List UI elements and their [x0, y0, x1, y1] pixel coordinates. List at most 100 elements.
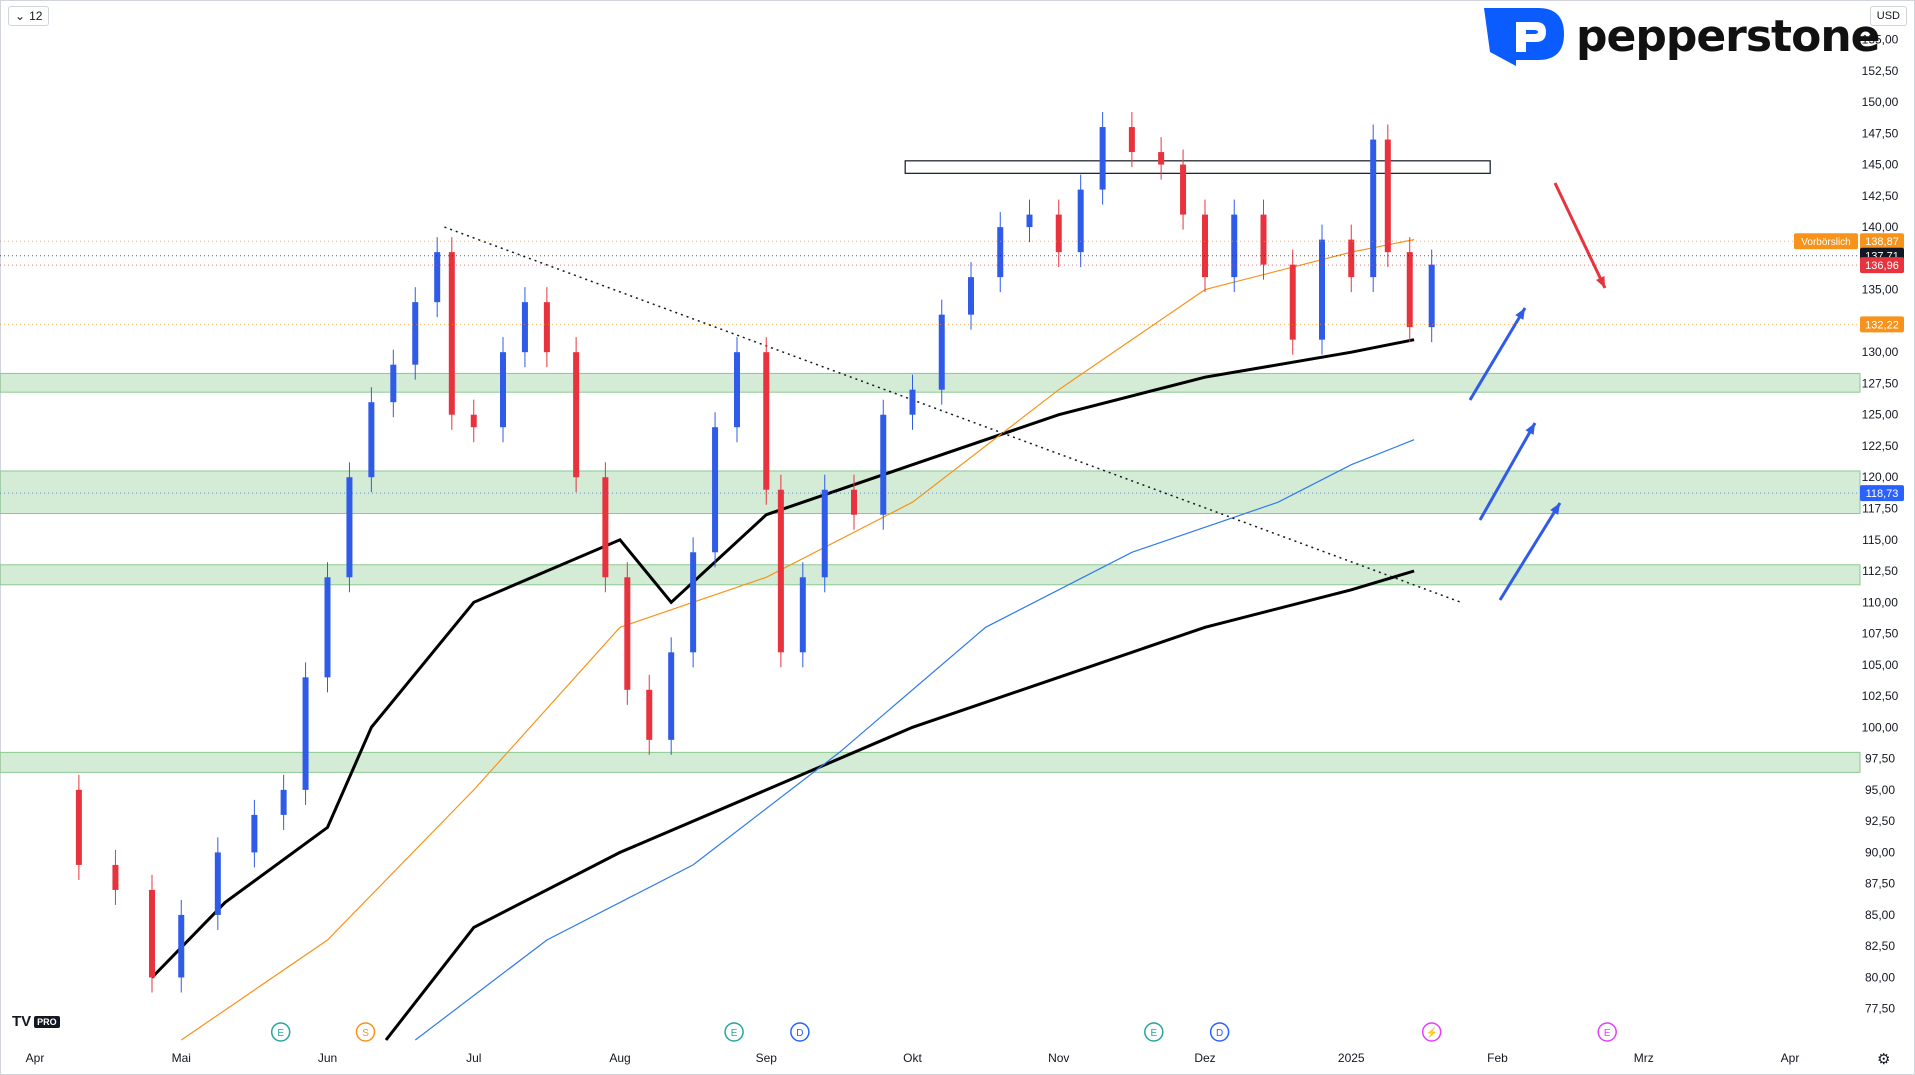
candle-body-34 [909, 389, 916, 415]
candle-body-52 [1384, 139, 1391, 253]
resistance-box [904, 160, 1491, 174]
candle-body-37 [997, 227, 1004, 278]
y-tick-label: 107,50 [1862, 627, 1899, 641]
y-tick-label: 85,00 [1865, 908, 1895, 922]
candle-body-30 [799, 577, 806, 653]
y-tick-label: 140,00 [1862, 220, 1899, 234]
event-marker-2 [724, 1022, 744, 1042]
moving-average-3 [180, 239, 1415, 1041]
candle-body-22 [624, 577, 631, 690]
candle-body-53 [1406, 252, 1413, 328]
event-marker-3 [790, 1022, 810, 1042]
candle-body-13 [412, 302, 419, 365]
candle-body-12 [390, 364, 397, 403]
candle-body-25 [690, 552, 697, 653]
y-tick-label: 97,50 [1865, 752, 1895, 766]
y-tick-label: 155,00 [1862, 33, 1899, 47]
candle-body-45 [1202, 214, 1208, 278]
candle-body-14 [434, 252, 441, 303]
y-tick-label: 152,50 [1862, 64, 1899, 78]
candle-body-46 [1231, 214, 1238, 278]
y-tick-label: 115,00 [1862, 533, 1898, 547]
y-tick-label: 145,00 [1862, 158, 1899, 172]
candle-body-42 [1128, 127, 1135, 153]
candle-body-28 [763, 352, 770, 490]
event-marker-glyph-1: S [362, 1028, 369, 1039]
y-tick-label: 87,50 [1865, 877, 1895, 891]
arrow-down-red-head [1596, 276, 1605, 288]
event-marker-glyph-7: E [1604, 1028, 1611, 1039]
candle-body-41 [1099, 127, 1106, 190]
event-marker-glyph-6: ⚡ [1425, 1026, 1437, 1039]
candle-body-20 [573, 352, 580, 478]
candle-body-7 [280, 789, 287, 815]
candle-body-2 [112, 864, 119, 890]
y-tick-label: 112,50 [1862, 564, 1898, 578]
arrow-up-blue-1-head [1515, 308, 1525, 320]
x-tick-label: Mai [172, 1051, 191, 1065]
x-tick-label: Mrz [1634, 1051, 1654, 1065]
candle-body-54 [1428, 264, 1435, 328]
y-tick-label: 135,00 [1862, 283, 1899, 297]
event-marker-glyph-0: E [277, 1028, 284, 1039]
candle-body-38 [1026, 214, 1033, 228]
x-tick-label: Feb [1487, 1051, 1508, 1065]
candle-body-4 [178, 914, 185, 978]
candle-body-51 [1370, 139, 1377, 278]
y-tick-label: 100,00 [1862, 720, 1899, 734]
arrow-up-blue-3-head [1550, 503, 1560, 515]
price-tag-4 [1860, 485, 1904, 502]
event-marker-glyph-2: E [731, 1028, 738, 1039]
y-tick-label: 110,00 [1862, 595, 1898, 609]
x-tick-label: 2025 [1338, 1051, 1365, 1065]
candle-body-5 [214, 852, 221, 915]
candle-body-32 [851, 489, 857, 515]
candle-body-24 [668, 652, 675, 740]
candle-body-35 [938, 314, 945, 390]
arrow-up-blue-3 [1498, 502, 1562, 601]
x-tick-label: Jun [318, 1051, 337, 1065]
y-tick-label: 147,50 [1862, 126, 1899, 140]
moving-average-0 [384, 569, 1415, 1041]
support-zone-0 [0, 372, 1861, 393]
candle-body-8 [302, 677, 309, 790]
event-marker-0 [270, 1022, 291, 1042]
pepperstone-icon [1484, 8, 1564, 66]
interval-label: 12 [29, 9, 43, 23]
y-tick-label: 130,00 [1862, 345, 1899, 359]
candle-body-19 [543, 302, 550, 353]
interval-button[interactable]: ⌄ 12 [8, 6, 50, 26]
candle-body-33 [880, 414, 887, 515]
candle-body-48 [1289, 264, 1296, 340]
pro-badge: PRO [34, 1015, 60, 1028]
y-tick-label: 82,50 [1865, 939, 1895, 953]
candle-body-16 [470, 414, 477, 428]
y-tick-label: 80,00 [1865, 970, 1895, 984]
moving-average-1 [150, 338, 1415, 979]
price-tag-label-0: Vorbörslich [1801, 237, 1850, 248]
candle-body-47 [1260, 214, 1267, 265]
candle-body-36 [968, 277, 974, 315]
arrow-down-red [1553, 182, 1607, 289]
x-tick-label: Okt [903, 1051, 922, 1065]
event-marker-glyph-3: D [796, 1028, 803, 1039]
tv-letters: TV [12, 1013, 32, 1030]
event-marker-7 [1597, 1022, 1617, 1042]
x-tick-label: Aug [609, 1051, 630, 1065]
currency-button[interactable]: USD [1869, 6, 1907, 26]
candle-body-31 [821, 489, 828, 578]
price-tag-value-4: 118,73 [1866, 488, 1899, 500]
event-marker-4 [1144, 1022, 1164, 1042]
candle-body-27 [734, 352, 740, 428]
candle-body-43 [1158, 152, 1165, 165]
y-tick-label: 105,00 [1862, 658, 1899, 672]
gear-icon[interactable]: ⚙ [1877, 1051, 1891, 1068]
candle-body-6 [251, 814, 258, 853]
y-tick-label: 92,50 [1865, 814, 1895, 828]
candle-body-3 [149, 889, 155, 978]
candle-body-23 [646, 689, 653, 740]
x-tick-label: Dez [1194, 1051, 1215, 1065]
trendline [444, 226, 1462, 603]
arrow-up-blue-1 [1468, 307, 1527, 401]
